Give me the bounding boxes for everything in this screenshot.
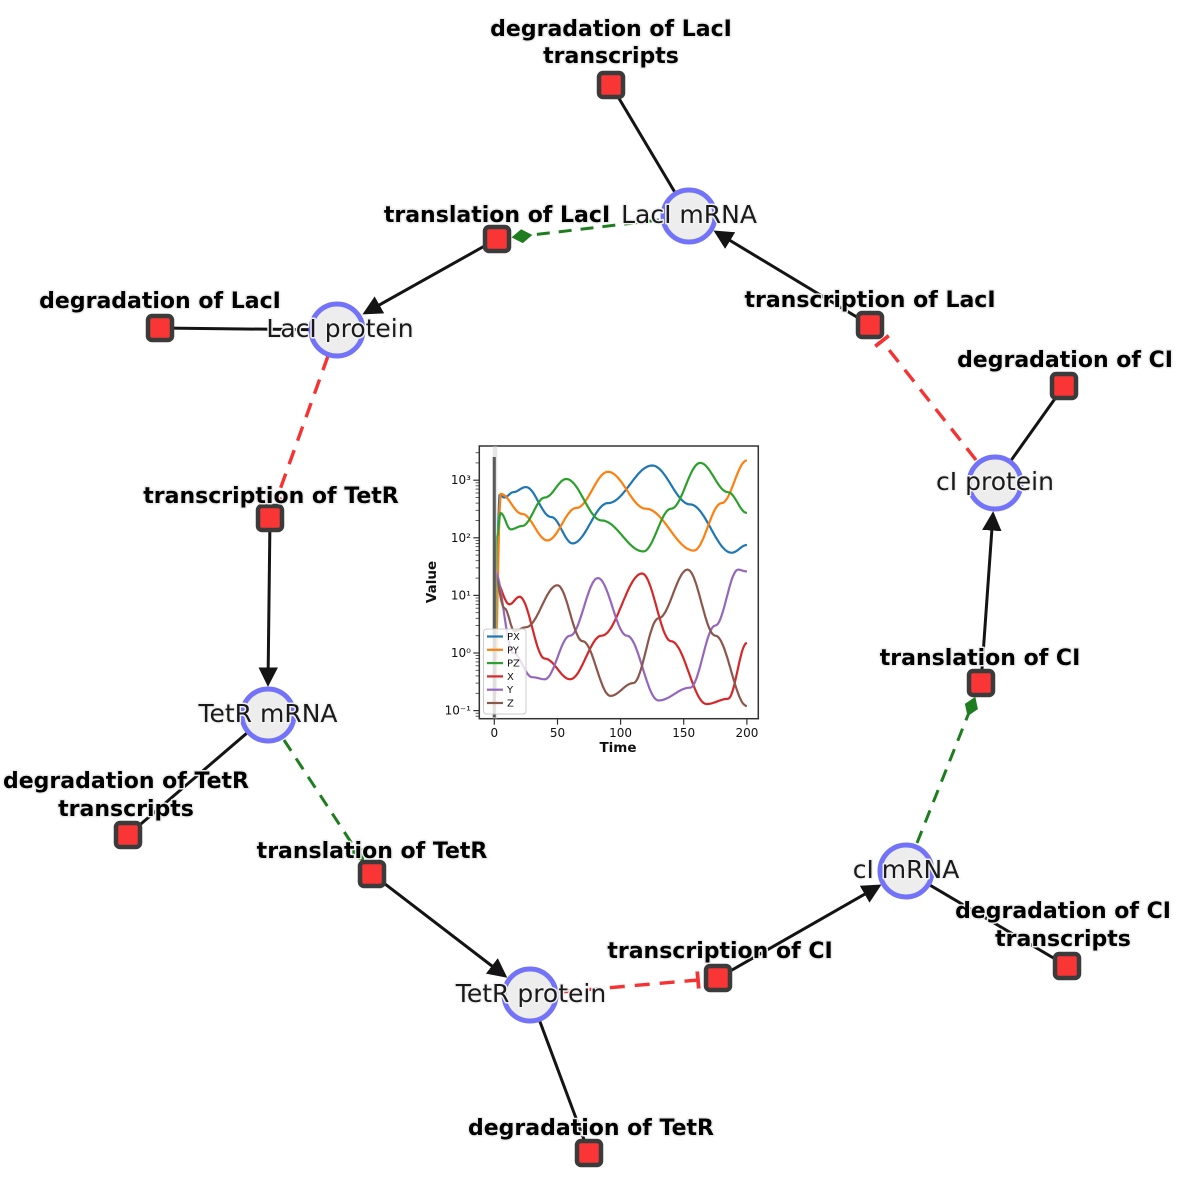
- legend-label-y: Y: [506, 685, 514, 696]
- legend-label-z: Z: [507, 699, 514, 710]
- reaction-label-degradation-ci: degradation of CI: [957, 348, 1173, 373]
- edge-inhibition-laciprotein-transcription-tetr: [268, 355, 330, 503]
- reaction-label-degradation-laci-transcripts-2: transcripts: [543, 44, 679, 69]
- edge-translation-tetr-to-protein: [371, 872, 508, 978]
- reaction-node-transcription-ci[interactable]: [703, 963, 733, 993]
- edge-cimrna-degradation: [905, 869, 1068, 968]
- chart-series-Z: [493, 568, 748, 708]
- reaction-node-degradation-tetr[interactable]: [574, 1138, 604, 1168]
- species-node-ci-mrna[interactable]: [877, 842, 935, 900]
- edge-inhibition-ciprotein-transcription-laci: [874, 334, 978, 462]
- reaction-label-degradation-tetr: degradation of TetR: [468, 1116, 714, 1141]
- species-label-tetr-mrna: TetR mRNA: [197, 699, 337, 728]
- reaction-label-transcription-ci: transcription of CI: [607, 939, 832, 964]
- reaction-label-degradation-laci-transcripts-1: degradation of LacI: [490, 17, 732, 42]
- reaction-node-degradation-ci[interactable]: [1049, 371, 1079, 401]
- y-tick-1e2: 10²: [451, 531, 471, 545]
- axis-ticks: [473, 479, 748, 725]
- edge-laciprotein-degradation: [159, 326, 338, 332]
- y-tick-1e0: 10⁰: [451, 646, 471, 660]
- reaction-label-degradation-tetr-transcripts-2: transcripts: [58, 797, 194, 822]
- edge-tetrmrna-degradation: [127, 713, 269, 837]
- edges: [127, 84, 1068, 1154]
- reaction-label-transcription-laci: transcription of LacI: [744, 288, 995, 313]
- legend-label-py: PY: [507, 645, 520, 656]
- edge-translation-laci-to-protein: [362, 237, 498, 315]
- edge-translation-ci-to-protein: [979, 511, 1002, 684]
- species-node-laci-protein[interactable]: [308, 301, 366, 359]
- edge-transcription-laci-to-mrna: [713, 230, 871, 327]
- edge-transcription-ci-to-mrna: [717, 884, 882, 980]
- chart-series-PY: [493, 459, 748, 711]
- x-tick-100: 100: [609, 726, 632, 740]
- reaction-label-degradation-laci: degradation of LacI: [39, 289, 281, 314]
- x-tick-0: 0: [490, 726, 498, 740]
- reaction-label-transcription-tetr: transcription of TetR: [143, 484, 399, 509]
- species-node-tetr-protein[interactable]: [501, 966, 559, 1024]
- reaction-node-translation-tetr[interactable]: [357, 859, 387, 889]
- reaction-label-degradation-ci-transcripts-1: degradation of CI: [955, 899, 1171, 924]
- reaction-node-degradation-ci-transcripts[interactable]: [1052, 951, 1082, 981]
- reaction-label-degradation-tetr-transcripts-1: degradation of TetR: [3, 769, 249, 794]
- event-vband: [492, 446, 498, 719]
- species-node-laci-mrna[interactable]: [660, 187, 718, 245]
- chart-curves: [493, 459, 748, 711]
- chart-series-X: [493, 572, 748, 706]
- species-label-ci-protein: cI protein: [936, 467, 1054, 496]
- y-tick-1e-1: 10⁻¹: [445, 704, 472, 718]
- reaction-label-translation-ci: translation of CI: [880, 646, 1081, 671]
- edge-transcription-tetr-to-mrna: [258, 517, 278, 687]
- x-tick-150: 150: [672, 726, 695, 740]
- x-tick-50: 50: [550, 726, 565, 740]
- edge-modifier-lacimrna-translation: [511, 218, 660, 244]
- reaction-node-degradation-laci-transcripts[interactable]: [596, 70, 626, 100]
- reaction-node-translation-ci[interactable]: [966, 668, 996, 698]
- legend-label-px: PX: [507, 632, 520, 643]
- chart-series-Y: [493, 568, 747, 702]
- species-node-ci-protein[interactable]: [966, 454, 1024, 512]
- reaction-node-transcription-laci[interactable]: [855, 310, 885, 340]
- y-axis-label: Value: [424, 561, 440, 603]
- chart-series-PZ: [493, 461, 748, 711]
- reaction-label-translation-laci: translation of LacI: [384, 203, 610, 228]
- legend-label-x: X: [507, 672, 514, 683]
- nodes: [113, 70, 1082, 1168]
- reaction-node-degradation-laci[interactable]: [145, 313, 175, 343]
- y-tick-1e1: 10¹: [451, 588, 471, 602]
- y-minor-ticks: [475, 452, 480, 717]
- y-tick-1e3: 10³: [451, 473, 471, 487]
- species-label-ci-mrna: cI mRNA: [853, 855, 960, 884]
- reaction-label-degradation-ci-transcripts-2: transcripts: [995, 927, 1131, 952]
- species-label-laci-mrna: LacI mRNA: [621, 200, 757, 229]
- labels: LacI mRNA LacI protein cI protein TetR m…: [1, 16, 1174, 1143]
- inset-plot: 0 50 100 150 200 10⁻¹ 10⁰ 10¹ 10² 10³ Ti…: [424, 445, 760, 756]
- x-tick-200: 200: [735, 726, 758, 740]
- reaction-node-translation-laci[interactable]: [482, 224, 512, 254]
- reaction-label-translation-tetr: translation of TetR: [257, 839, 488, 864]
- edge-modifier-cimrna-translation: [915, 696, 978, 844]
- x-axis-label: Time: [599, 740, 636, 756]
- reaction-node-transcription-tetr[interactable]: [255, 503, 285, 533]
- reaction-node-degradation-tetr-transcripts[interactable]: [113, 820, 143, 850]
- species-node-tetr-mrna[interactable]: [239, 686, 297, 744]
- chart-series-PX: [493, 464, 747, 711]
- species-label-laci-protein: LacI protein: [266, 314, 413, 343]
- legend-label-pz: PZ: [507, 659, 520, 670]
- edge-modifier-tetrmrna-translation: [282, 739, 365, 862]
- chart-legend: PX PY PZ X Y Z: [483, 628, 527, 715]
- species-label-tetr-protein: TetR protein: [455, 979, 606, 1008]
